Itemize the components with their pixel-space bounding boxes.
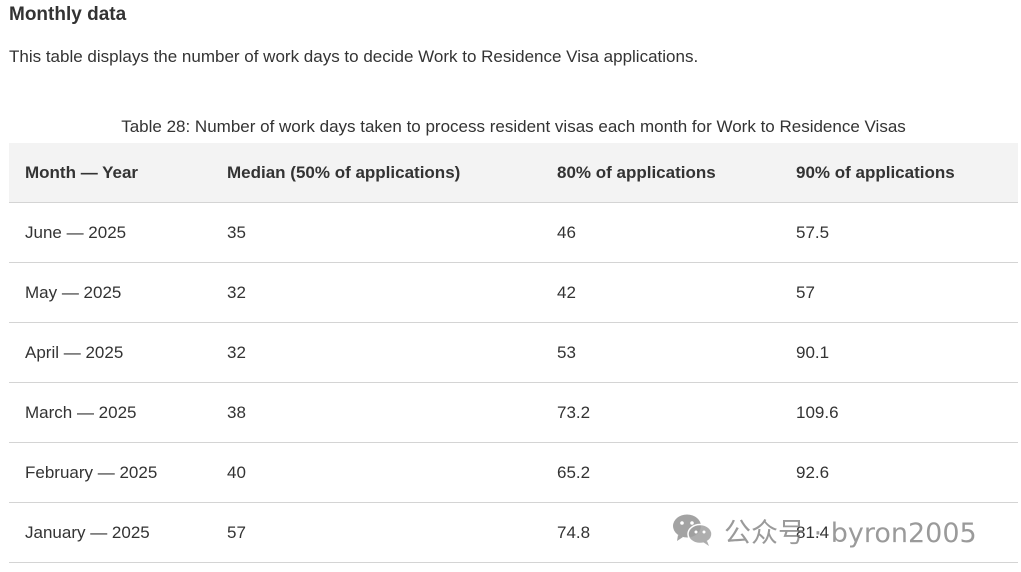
- cell-90: 92.6: [780, 442, 1018, 503]
- cell-80: 53: [541, 322, 780, 383]
- table-row: February — 2025 40 65.2 92.6: [9, 442, 1018, 503]
- cell-median: 32: [211, 322, 541, 383]
- cell-month: January — 2025: [9, 502, 211, 563]
- table-row: January — 2025 57 74.8 81.4: [9, 502, 1018, 563]
- header-80-percent: 80% of applications: [541, 143, 780, 203]
- table-header-row: Month — Year Median (50% of applications…: [9, 143, 1018, 203]
- cell-90: 109.6: [780, 382, 1018, 443]
- cell-median: 32: [211, 262, 541, 323]
- table-row: March — 2025 38 73.2 109.6: [9, 382, 1018, 443]
- table-row: April — 2025 32 53 90.1: [9, 322, 1018, 383]
- cell-month: April — 2025: [9, 322, 211, 383]
- cell-80: 74.8: [541, 502, 780, 563]
- work-days-table: Month — Year Median (50% of applications…: [9, 143, 1018, 563]
- cell-80: 65.2: [541, 442, 780, 503]
- cell-median: 38: [211, 382, 541, 443]
- cell-80: 42: [541, 262, 780, 323]
- cell-month: March — 2025: [9, 382, 211, 443]
- header-median: Median (50% of applications): [211, 143, 541, 203]
- cell-month: June — 2025: [9, 202, 211, 263]
- cell-90: 90.1: [780, 322, 1018, 383]
- cell-90: 57.5: [780, 202, 1018, 263]
- cell-median: 40: [211, 442, 541, 503]
- table-row: May — 2025 32 42 57: [9, 262, 1018, 323]
- cell-month: February — 2025: [9, 442, 211, 503]
- section-title: Monthly data: [9, 4, 127, 25]
- cell-90: 81.4: [780, 502, 1018, 563]
- table-caption: Table 28: Number of work days taken to p…: [121, 117, 906, 136]
- cell-80: 46: [541, 202, 780, 263]
- cell-month: May — 2025: [9, 262, 211, 323]
- header-90-percent: 90% of applications: [780, 143, 1018, 203]
- cell-80: 73.2: [541, 382, 780, 443]
- header-month-year: Month — Year: [9, 143, 211, 203]
- intro-text: This table displays the number of work d…: [9, 47, 699, 66]
- cell-median: 35: [211, 202, 541, 263]
- cell-90: 57: [780, 262, 1018, 323]
- table-row: June — 2025 35 46 57.5: [9, 202, 1018, 263]
- cell-median: 57: [211, 502, 541, 563]
